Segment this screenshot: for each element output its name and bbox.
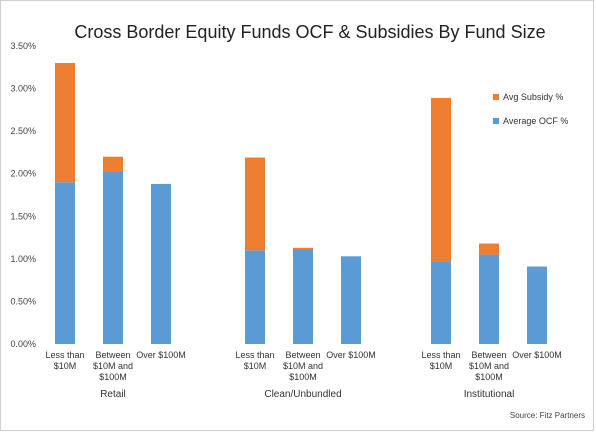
legend: Avg Subsidy % Average OCF %	[493, 92, 568, 126]
axes: 0.00% 0.50% 1.00% 1.50% 2.00% 2.50% 3.00% 3.50%	[10, 41, 36, 349]
bar-subsidy	[103, 156, 123, 173]
y-tick-label: 1.50%	[10, 211, 36, 221]
y-tick-label: 0.00%	[10, 339, 36, 349]
bar-ocf	[245, 250, 265, 344]
legend-label-subsidy: Avg Subsidy %	[503, 92, 563, 102]
chart-title: Cross Border Equity Funds OCF & Subsidie…	[74, 22, 545, 42]
bar-ocf	[293, 249, 313, 344]
y-tick-label: 3.50%	[10, 41, 36, 51]
category-label: Less than $10M	[45, 350, 84, 371]
bars	[55, 63, 547, 344]
category-label: Less than $10M	[235, 350, 274, 371]
bar-ocf	[527, 266, 547, 344]
y-tick-label: 1.00%	[10, 254, 36, 264]
category-label: Between $10M and $100M	[283, 350, 323, 382]
category-label: Between $10M and $100M	[93, 350, 133, 382]
y-tick-label: 0.50%	[10, 296, 36, 306]
category-label: Over $100M	[136, 350, 186, 360]
legend-swatch-subsidy	[493, 94, 499, 100]
group-label: Clean/Unbundled	[264, 389, 341, 400]
y-tick-label: 2.00%	[10, 169, 36, 179]
bar-subsidy	[431, 97, 451, 262]
bar-ocf	[341, 256, 361, 344]
bar-ocf	[55, 182, 75, 344]
source-note: Source: Fitz Partners	[510, 411, 585, 420]
bar-ocf	[431, 261, 451, 344]
y-tick-label: 2.50%	[10, 126, 36, 136]
category-label: Over $100M	[512, 350, 562, 360]
category-label: Less than $10M	[421, 350, 460, 371]
bar-subsidy	[245, 157, 265, 251]
bar-ocf	[103, 172, 123, 344]
category-label: Over $100M	[326, 350, 376, 360]
bar-subsidy	[293, 247, 313, 250]
bar-ocf	[479, 254, 499, 344]
legend-swatch-ocf	[493, 118, 499, 124]
group-label: Retail	[100, 389, 126, 400]
group-label: Institutional	[464, 389, 515, 400]
bar-ocf	[151, 183, 171, 344]
category-label: Between $10M and $100M	[469, 350, 509, 382]
bar-subsidy	[479, 243, 499, 255]
y-tick-label: 3.00%	[10, 84, 36, 94]
legend-label-ocf: Average OCF %	[503, 116, 568, 126]
bar-subsidy	[55, 63, 75, 183]
